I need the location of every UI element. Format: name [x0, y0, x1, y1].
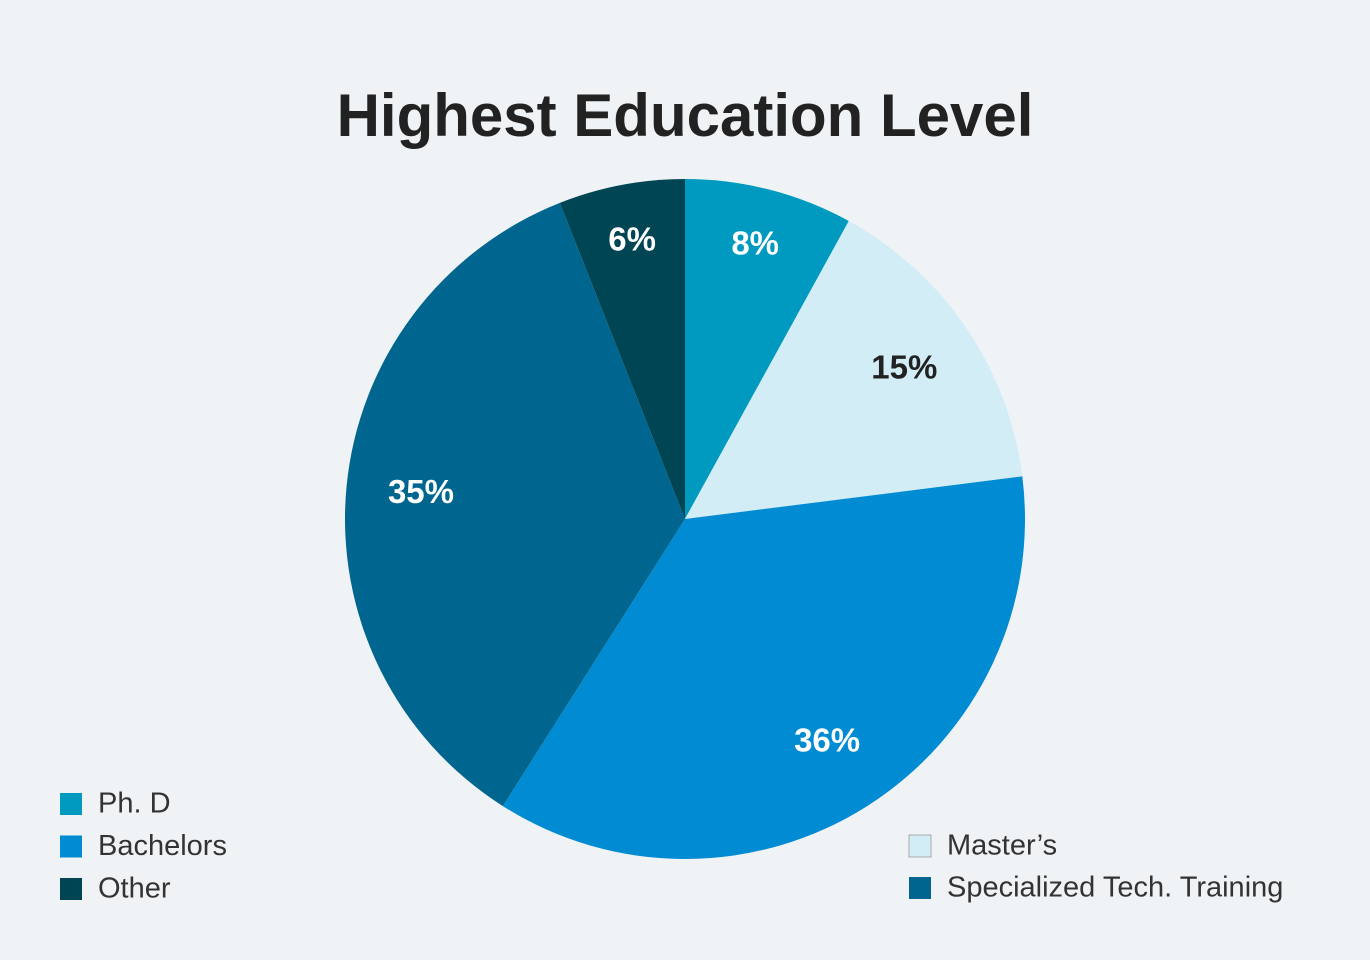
- pie-slice: [685, 179, 849, 519]
- pie-slice: [502, 476, 1026, 859]
- pie-slice: [685, 221, 1023, 519]
- value-label: 36%: [794, 722, 860, 759]
- legend-swatch: [60, 793, 82, 815]
- legend-label: Other: [98, 873, 171, 905]
- legend-swatch: [60, 835, 82, 858]
- pie-slice: [345, 202, 685, 807]
- legend-label: Bachelors: [98, 830, 227, 862]
- legend-swatch: [60, 878, 82, 900]
- value-label: 6%: [608, 221, 656, 258]
- legend-label: Specialized Tech. Training: [947, 872, 1283, 904]
- value-label: 15%: [871, 349, 937, 386]
- legend-swatch: [908, 834, 932, 858]
- legend-swatch: [909, 877, 931, 899]
- pie-slice: [559, 179, 685, 519]
- legend-label: Master’s: [947, 830, 1057, 862]
- value-label: 35%: [388, 473, 454, 510]
- chart-title: Highest Education Level: [337, 82, 1034, 149]
- value-label: 8%: [731, 224, 779, 261]
- legend-label: Ph. D: [98, 788, 171, 820]
